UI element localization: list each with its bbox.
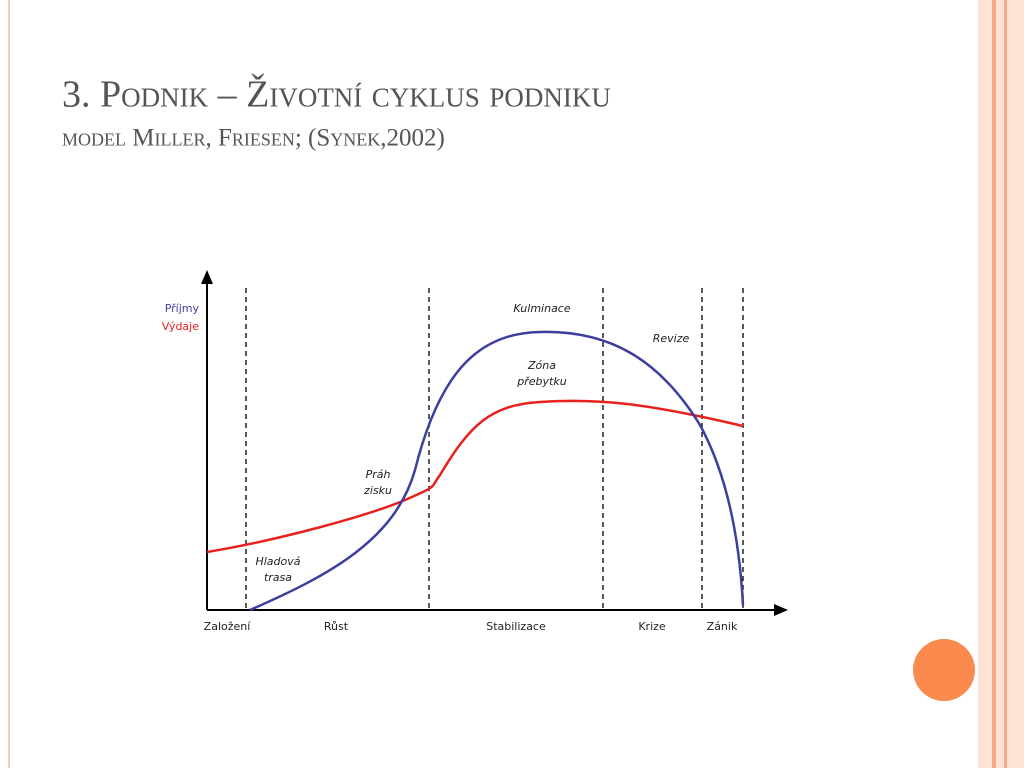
annotation: Revize — [653, 332, 690, 345]
annotation: zisku — [363, 484, 392, 497]
legend-item: Výdaje — [162, 320, 200, 333]
phase-label: Zánik — [707, 620, 738, 633]
revenue-curve — [249, 330, 745, 612]
phase-label: Založení — [204, 620, 252, 633]
right-stripe — [996, 0, 1004, 768]
phase-label: Stabilizace — [486, 620, 546, 633]
annotation: trasa — [264, 571, 292, 584]
right-stripe — [992, 0, 996, 768]
arrow — [201, 270, 213, 284]
annotation: Zóna — [527, 359, 556, 372]
annotation: přebytku — [516, 375, 566, 388]
annotation: Kulminace — [513, 302, 570, 315]
expense-curve — [206, 399, 744, 554]
annotation: Práh — [366, 468, 391, 481]
decor-circle — [913, 639, 975, 701]
right-stripe — [1004, 0, 1007, 768]
subtitle: model Miller, Friesen; (Synek,2002) — [62, 125, 445, 152]
arrow — [774, 604, 788, 616]
annotation: Hladová — [255, 555, 300, 568]
phase-label: Růst — [324, 620, 349, 633]
right-stripe — [1007, 0, 1024, 768]
legend-item: Příjmy — [165, 302, 200, 315]
phase-label: Krize — [638, 620, 666, 633]
title: 3. Podnik – Životní cyklus podniku — [62, 74, 611, 116]
right-stripe — [978, 0, 992, 768]
diagram: Příjmy Výdaje Kulminace Revize Zóna přeb… — [162, 270, 788, 633]
